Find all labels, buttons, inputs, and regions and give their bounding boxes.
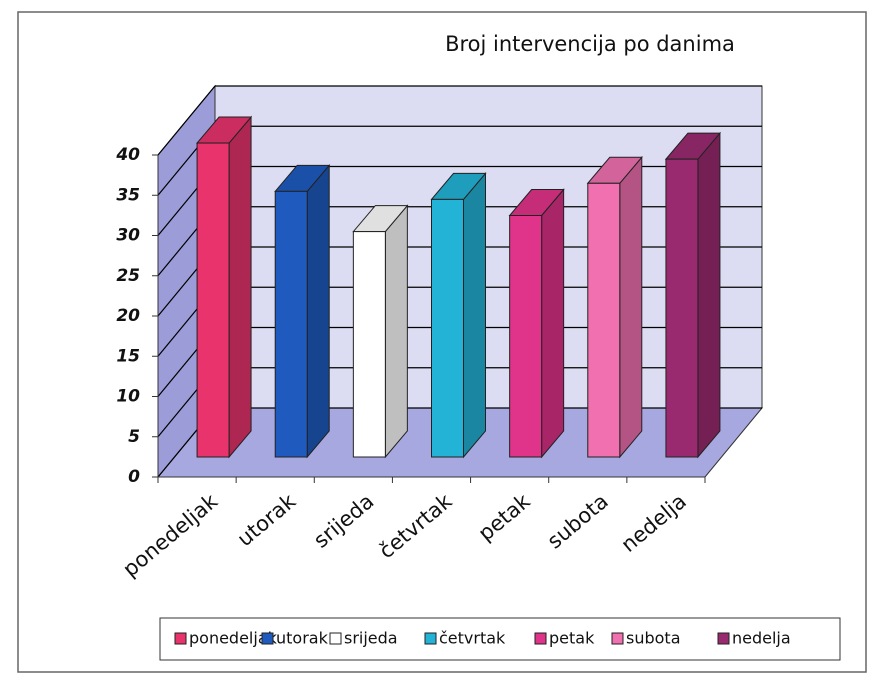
legend-label: nedelja xyxy=(732,629,791,648)
legend-swatch xyxy=(174,632,187,645)
legend-label: subota xyxy=(626,629,681,648)
bar xyxy=(587,182,621,458)
bar-side xyxy=(384,204,408,459)
bar-side xyxy=(463,172,486,459)
bar xyxy=(431,198,464,458)
y-tick-label: 35 xyxy=(116,185,140,205)
legend-swatch xyxy=(329,632,342,645)
legend-swatch xyxy=(424,632,437,645)
legend-swatch xyxy=(261,632,274,645)
chart-title: Broj intervencija po danima xyxy=(445,32,735,56)
bar-side xyxy=(228,115,252,459)
y-tick-label: 30 xyxy=(116,226,140,246)
grid-line xyxy=(157,85,216,156)
legend-label: srijeda xyxy=(344,629,398,648)
y-tick-label: 20 xyxy=(116,306,140,326)
y-tick-label: 5 xyxy=(128,427,140,447)
legend-swatch xyxy=(534,632,547,645)
bar xyxy=(352,231,386,458)
bar xyxy=(196,142,230,458)
bar-side xyxy=(541,188,565,459)
bar xyxy=(274,190,308,458)
y-tick-label: 40 xyxy=(115,145,140,165)
bar-side xyxy=(306,163,330,459)
bar-side xyxy=(697,131,721,459)
legend-label: četvrtak xyxy=(439,629,506,648)
legend-swatch xyxy=(611,632,624,645)
bar-side xyxy=(619,155,643,459)
y-tick-label: 15 xyxy=(116,346,140,366)
legend-swatch xyxy=(717,632,730,645)
legend-label: ponedeljak xyxy=(189,629,278,648)
y-tick-label: 10 xyxy=(116,387,140,407)
bar xyxy=(665,158,699,458)
legend-label: petak xyxy=(549,629,595,648)
bar xyxy=(509,215,543,458)
y-tick-label: 0 xyxy=(128,467,140,487)
legend-label: utorak xyxy=(276,629,329,648)
y-tick-label: 25 xyxy=(116,266,140,286)
